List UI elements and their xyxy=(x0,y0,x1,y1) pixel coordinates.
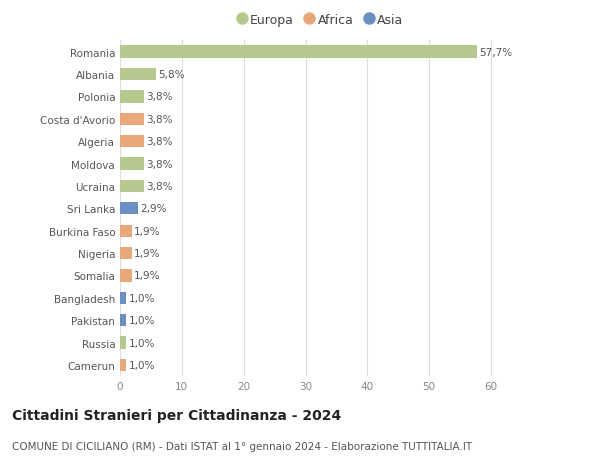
Text: Cittadini Stranieri per Cittadinanza - 2024: Cittadini Stranieri per Cittadinanza - 2… xyxy=(12,409,341,422)
Text: 3,8%: 3,8% xyxy=(146,159,172,169)
Bar xyxy=(120,337,126,349)
Bar xyxy=(120,270,132,282)
Text: 1,0%: 1,0% xyxy=(128,293,155,303)
Bar xyxy=(120,225,132,237)
Bar xyxy=(120,247,132,260)
Bar xyxy=(120,314,126,327)
Bar xyxy=(120,113,143,126)
Text: 3,8%: 3,8% xyxy=(146,92,172,102)
Legend: Europa, Africa, Asia: Europa, Africa, Asia xyxy=(233,9,409,32)
Text: 1,9%: 1,9% xyxy=(134,226,161,236)
Text: 2,9%: 2,9% xyxy=(140,204,167,214)
Bar xyxy=(120,292,126,304)
Bar xyxy=(120,203,138,215)
Bar xyxy=(120,180,143,193)
Text: 1,0%: 1,0% xyxy=(128,338,155,348)
Text: 3,8%: 3,8% xyxy=(146,137,172,147)
Text: 1,0%: 1,0% xyxy=(128,360,155,370)
Text: 1,9%: 1,9% xyxy=(134,271,161,281)
Bar xyxy=(120,158,143,170)
Bar xyxy=(120,46,477,59)
Text: COMUNE DI CICILIANO (RM) - Dati ISTAT al 1° gennaio 2024 - Elaborazione TUTTITAL: COMUNE DI CICILIANO (RM) - Dati ISTAT al… xyxy=(12,441,472,451)
Text: 5,8%: 5,8% xyxy=(158,70,185,80)
Bar xyxy=(120,136,143,148)
Text: 1,9%: 1,9% xyxy=(134,248,161,258)
Text: 3,8%: 3,8% xyxy=(146,181,172,191)
Text: 57,7%: 57,7% xyxy=(479,47,512,57)
Bar xyxy=(120,359,126,371)
Text: 3,8%: 3,8% xyxy=(146,114,172,124)
Bar xyxy=(120,69,156,81)
Bar xyxy=(120,91,143,103)
Text: 1,0%: 1,0% xyxy=(128,315,155,325)
